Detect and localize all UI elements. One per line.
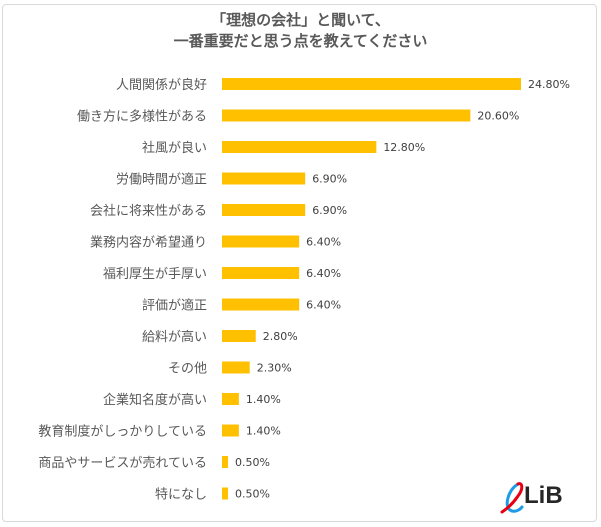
bar <box>222 267 300 279</box>
title-line-1: 「理想の会社」と聞いて、 <box>211 11 390 29</box>
category-label: 企業知名度が高い <box>103 392 207 408</box>
category-label: 社風が良い <box>142 140 207 156</box>
bar <box>222 298 300 311</box>
category-label: 給料が高い <box>142 329 207 345</box>
data-label: 12.80% <box>383 141 425 154</box>
data-label: 2.30% <box>257 362 292 375</box>
data-label: 6.90% <box>312 173 347 186</box>
category-label: 評価が適正 <box>142 298 207 314</box>
data-label: 20.60% <box>477 110 519 123</box>
data-label: 6.40% <box>306 299 341 312</box>
data-label: 2.80% <box>263 330 298 343</box>
bar <box>222 487 229 500</box>
bar <box>222 361 250 374</box>
category-label: 福利厚生が手厚い <box>103 267 207 282</box>
bar <box>222 141 377 153</box>
data-label: 0.50% <box>235 488 270 501</box>
category-label: 教育制度がしっかりしている <box>38 424 207 440</box>
data-label: 0.50% <box>235 456 270 469</box>
data-label: 1.40% <box>246 425 281 438</box>
category-label: 業務内容が希望通り <box>90 235 207 251</box>
data-label: 6.40% <box>306 236 341 249</box>
data-label: 24.80% <box>528 78 570 91</box>
bar <box>222 235 300 248</box>
bar <box>222 204 306 216</box>
category-label: 労働時間が適正 <box>116 172 207 188</box>
bar <box>222 109 471 122</box>
bar <box>222 330 256 342</box>
category-label: 商品やサービスが売れている <box>38 455 207 471</box>
category-label: 人間関係が良好 <box>116 77 207 93</box>
title-line-2: 一番重要だと思う点を教えてください <box>173 32 428 50</box>
bar <box>222 172 306 185</box>
bar <box>222 456 229 468</box>
category-label: その他 <box>168 362 207 377</box>
bar <box>222 424 239 437</box>
bar <box>222 393 239 405</box>
data-label: 6.90% <box>312 204 347 217</box>
chart-title: 「理想の会社」と聞いて、 一番重要だと思う点を教えてください <box>0 10 601 52</box>
data-label: 1.40% <box>246 393 281 406</box>
category-label: 特になし <box>155 488 207 503</box>
data-label: 6.40% <box>306 267 341 280</box>
logo-text: LiB <box>524 482 563 509</box>
lib-logo-icon <box>500 482 524 514</box>
category-label: 働き方に多様性がある <box>77 109 207 125</box>
chart-frame <box>2 4 597 522</box>
bar <box>222 78 521 90</box>
category-label: 会社に将来性がある <box>90 203 207 219</box>
